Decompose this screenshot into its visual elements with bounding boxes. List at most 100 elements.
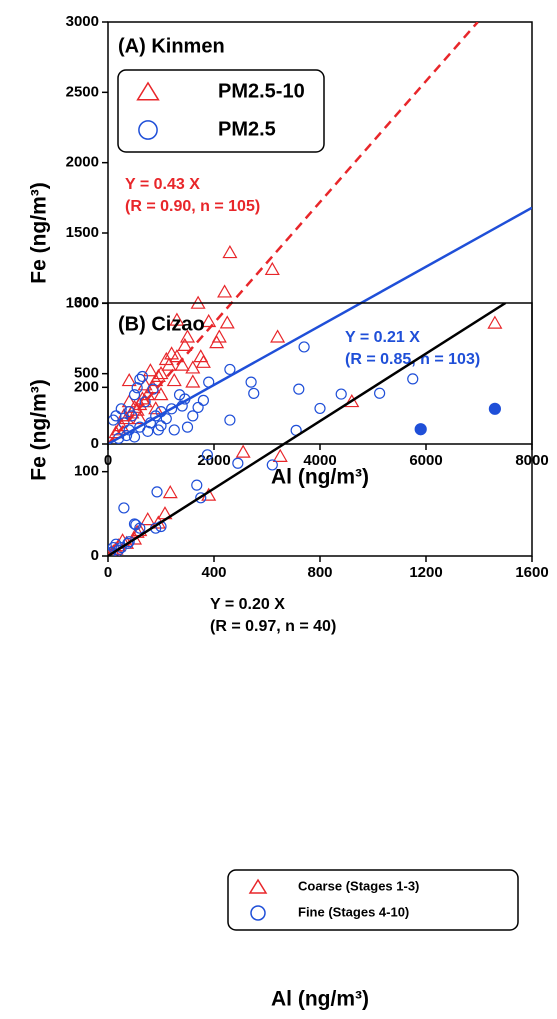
fit-line — [108, 303, 507, 556]
data-point — [131, 382, 143, 394]
data-point — [314, 402, 326, 415]
fit-stats: (R = 0.90, n = 105) — [125, 198, 260, 215]
data-point — [158, 351, 174, 366]
x-tick-label: 1600 — [515, 564, 548, 581]
data-point — [148, 401, 164, 415]
y-tick-label: 0 — [91, 435, 99, 452]
data-point — [118, 417, 130, 429]
data-point — [115, 403, 127, 415]
data-point — [111, 538, 127, 552]
data-point — [407, 373, 419, 385]
x-tick-label: 6000 — [409, 452, 442, 469]
data-point — [224, 363, 236, 376]
x-tick-label: 4000 — [303, 452, 336, 469]
data-point — [222, 244, 238, 259]
data-point — [118, 502, 130, 514]
data-point — [169, 349, 185, 363]
data-point — [192, 401, 204, 414]
data-point — [374, 387, 386, 399]
y-tick-label: 1500 — [66, 224, 99, 241]
data-point — [293, 383, 305, 395]
legend-label: Coarse (Stages 1-3) — [298, 878, 419, 893]
fit-stats: (R = 0.85, n = 103) — [345, 351, 480, 368]
x-tick-label: 2000 — [197, 452, 230, 469]
data-point — [153, 365, 169, 380]
y-tick-label: 500 — [74, 365, 99, 382]
y-tick-label: 100 — [74, 463, 99, 480]
y-tick-label: 200 — [74, 378, 99, 395]
data-point — [123, 406, 135, 418]
legend-label: PM2.5 — [218, 118, 276, 140]
legend-box — [117, 69, 325, 153]
data-point — [232, 457, 244, 469]
data-point — [185, 360, 201, 374]
data-point — [152, 424, 164, 436]
data-point — [112, 544, 125, 556]
data-point — [128, 389, 141, 401]
data-point — [142, 363, 158, 377]
data-point — [151, 486, 163, 498]
y-tick-label: 2500 — [66, 83, 99, 100]
fit-line — [108, 22, 479, 444]
plot-area — [108, 22, 532, 444]
x-axis-label: Al (ng/m³) — [271, 466, 369, 489]
fit-equation: Y = 0.21 X — [345, 329, 420, 346]
fit-line — [108, 206, 532, 444]
legend-label: Fine (Stages 4-10) — [298, 904, 409, 919]
legend-marker — [136, 81, 160, 101]
fit-equation: Y = 0.43 X — [125, 176, 200, 193]
data-point — [134, 373, 146, 385]
data-point — [335, 388, 347, 400]
data-point — [235, 444, 251, 458]
data-point — [139, 396, 151, 408]
legend-marker — [248, 878, 268, 894]
data-point — [181, 421, 194, 433]
data-point — [136, 370, 149, 383]
data-point — [164, 346, 180, 360]
data-point — [173, 389, 186, 401]
data-point — [195, 492, 207, 504]
data-point — [153, 387, 169, 401]
legend-box — [227, 869, 519, 931]
data-point — [195, 354, 211, 368]
y-axis-label: Fe (ng/m³) — [28, 182, 51, 283]
y-tick-label: 0 — [91, 547, 99, 564]
y-tick-label: 2000 — [66, 154, 99, 171]
data-point — [166, 372, 182, 387]
data-point — [166, 403, 178, 415]
data-point — [270, 329, 286, 343]
data-point — [110, 538, 122, 550]
data-point — [168, 424, 180, 436]
data-point — [248, 387, 260, 399]
data-point — [177, 337, 193, 352]
data-point — [179, 329, 196, 343]
data-point — [209, 335, 225, 349]
x-tick-label: 1200 — [409, 564, 442, 581]
legend-marker — [250, 905, 266, 921]
data-point — [121, 372, 137, 387]
data-point — [488, 402, 501, 415]
data-point — [197, 394, 209, 406]
data-point — [298, 341, 310, 353]
data-point — [266, 459, 278, 471]
data-point — [185, 374, 201, 388]
data-point — [160, 413, 172, 425]
data-point — [191, 479, 203, 491]
panel-title: (A) Kinmen — [118, 35, 225, 57]
data-point — [219, 315, 235, 329]
data-point — [272, 448, 288, 462]
data-point — [128, 431, 141, 443]
x-tick-label: 0 — [104, 564, 112, 581]
data-point — [264, 261, 280, 276]
data-point — [201, 449, 213, 461]
plot-area — [108, 303, 507, 556]
y-axis-label: Fe (ng/m³) — [28, 379, 51, 480]
data-point — [134, 421, 146, 433]
data-point — [162, 485, 178, 499]
data-point — [344, 393, 360, 408]
fit-stats: (R = 0.97, n = 40) — [210, 618, 336, 635]
data-point — [128, 518, 141, 530]
data-point — [108, 548, 115, 556]
data-point — [414, 423, 427, 436]
